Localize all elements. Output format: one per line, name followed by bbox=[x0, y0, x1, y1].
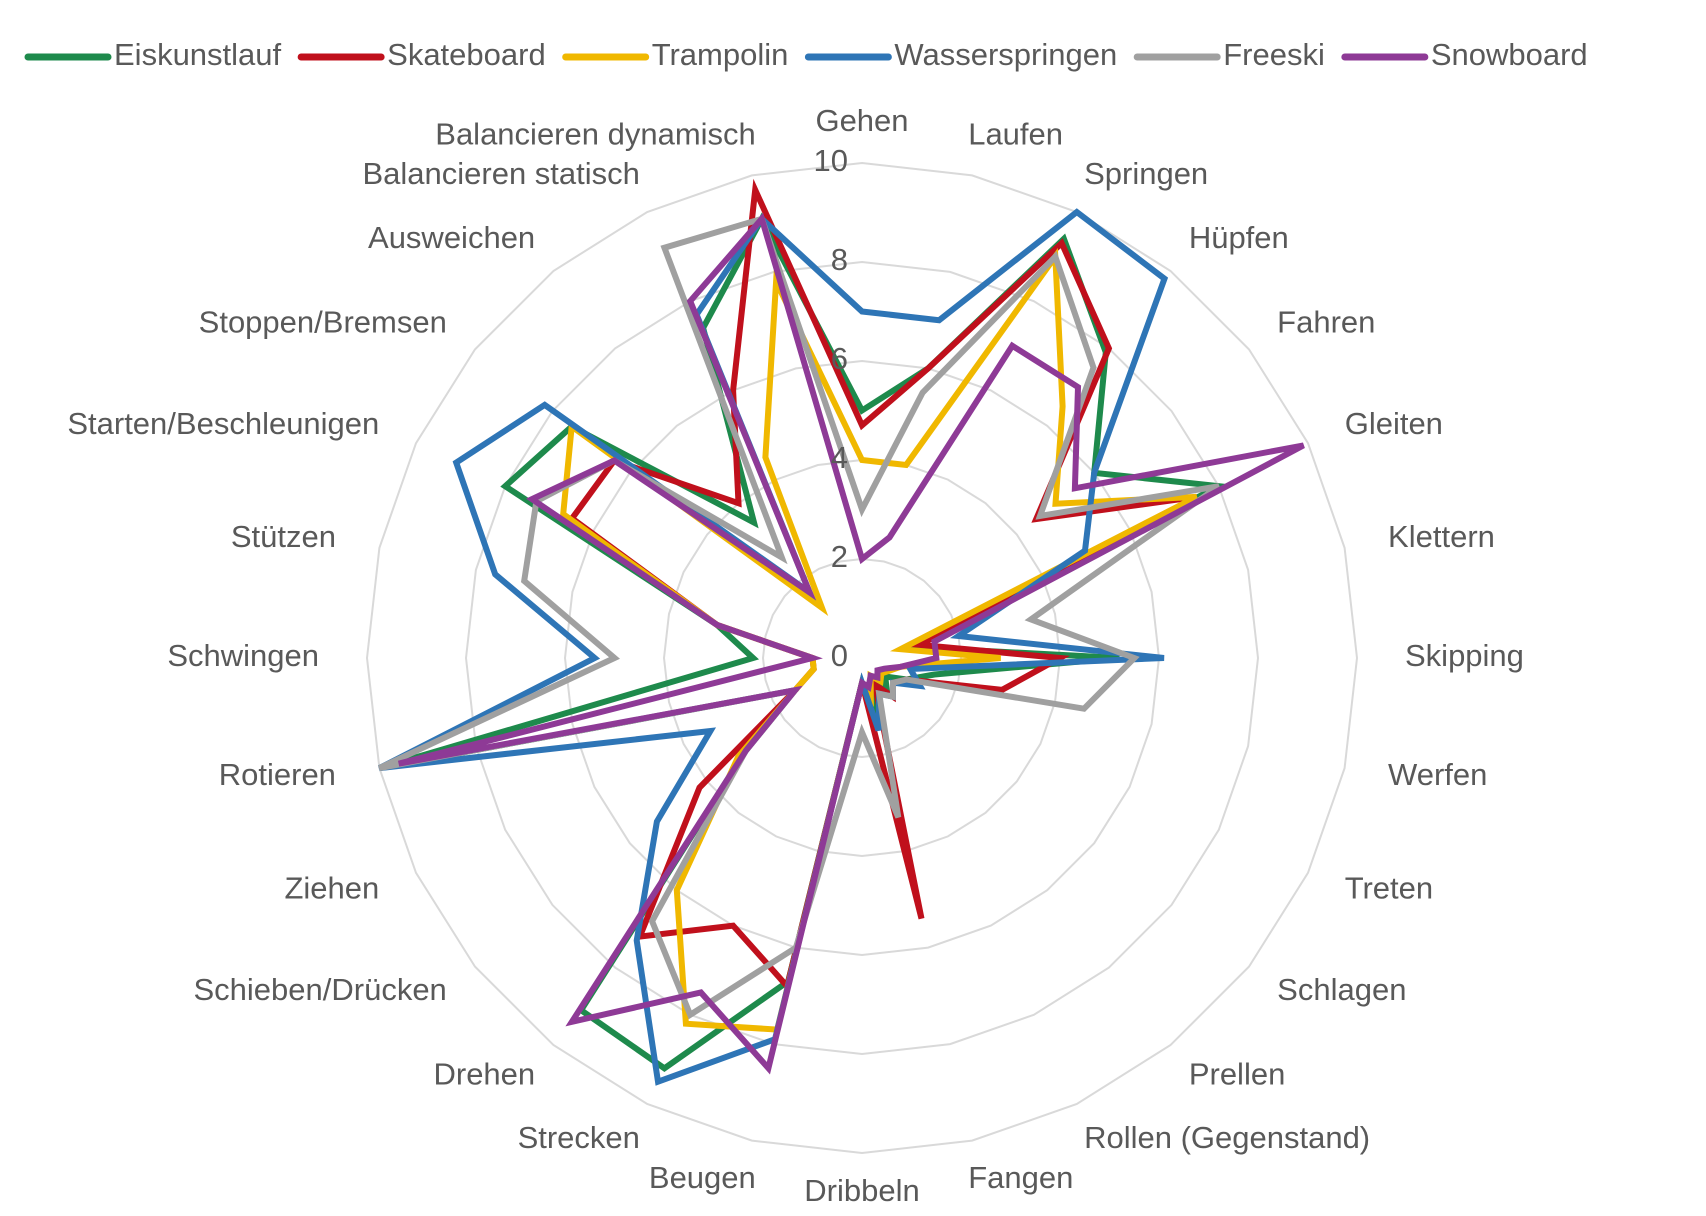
category-label: Klettern bbox=[1388, 519, 1495, 554]
category-label: Skipping bbox=[1405, 638, 1524, 673]
category-label: Schieben/Drücken bbox=[193, 972, 446, 1007]
legend-item: Wasserspringen bbox=[804, 37, 1117, 72]
r-tick-label: 6 bbox=[831, 341, 848, 376]
legend-item: Snowboard bbox=[1341, 37, 1588, 72]
category-label: Stoppen/Bremsen bbox=[199, 305, 447, 340]
category-label: Prellen bbox=[1189, 1056, 1286, 1091]
grid-line bbox=[761, 557, 963, 759]
category-label: Werfen bbox=[1388, 757, 1487, 792]
legend-label: Skateboard bbox=[387, 37, 546, 72]
category-label: Schwingen bbox=[167, 638, 319, 673]
legend-item: Skateboard bbox=[297, 37, 546, 72]
category-label: Balancieren statisch bbox=[362, 156, 639, 191]
category-label: Balancieren dynamisch bbox=[435, 117, 756, 152]
legend-label: Trampolin bbox=[652, 37, 789, 72]
legend-item: Freeski bbox=[1133, 37, 1325, 72]
grid-line bbox=[662, 458, 1062, 858]
r-tick-label: 10 bbox=[814, 143, 848, 178]
r-tick-label: 0 bbox=[831, 638, 848, 673]
category-label: Hüpfen bbox=[1189, 220, 1289, 255]
grid-line bbox=[365, 161, 1359, 1155]
category-label: Gehen bbox=[815, 103, 908, 138]
category-label: Ausweichen bbox=[368, 220, 535, 255]
category-label: Schlagen bbox=[1277, 972, 1406, 1007]
grid-line bbox=[464, 260, 1260, 1056]
category-label: Treten bbox=[1345, 870, 1433, 905]
legend-item: Trampolin bbox=[562, 37, 789, 72]
category-label: Fahren bbox=[1277, 305, 1375, 340]
r-tick-label: 2 bbox=[831, 539, 848, 574]
category-label: Beugen bbox=[649, 1160, 756, 1195]
category-label: Strecken bbox=[518, 1120, 640, 1155]
category-label: Ziehen bbox=[284, 870, 379, 905]
category-label: Fangen bbox=[968, 1160, 1073, 1195]
category-label: Rotieren bbox=[219, 757, 336, 792]
category-label: Starten/Beschleunigen bbox=[67, 406, 379, 441]
series-line bbox=[397, 212, 1305, 1075]
r-tick-label: 4 bbox=[831, 440, 848, 475]
r-tick-label: 8 bbox=[831, 242, 848, 277]
category-label: Dribbeln bbox=[804, 1173, 919, 1208]
category-label: Gleiten bbox=[1345, 406, 1443, 441]
category-label: Laufen bbox=[968, 117, 1063, 152]
legend-label: Snowboard bbox=[1431, 37, 1588, 72]
legend-label: Freeski bbox=[1223, 37, 1325, 72]
category-label: Springen bbox=[1084, 156, 1208, 191]
category-label: Drehen bbox=[433, 1056, 535, 1091]
legend-item: Eiskunstlauf bbox=[24, 37, 282, 72]
legend-label: Eiskunstlauf bbox=[114, 37, 282, 72]
legend-label: Wasserspringen bbox=[894, 37, 1117, 72]
category-label: Rollen (Gegenstand) bbox=[1084, 1120, 1370, 1155]
category-label: Stützen bbox=[231, 519, 336, 554]
